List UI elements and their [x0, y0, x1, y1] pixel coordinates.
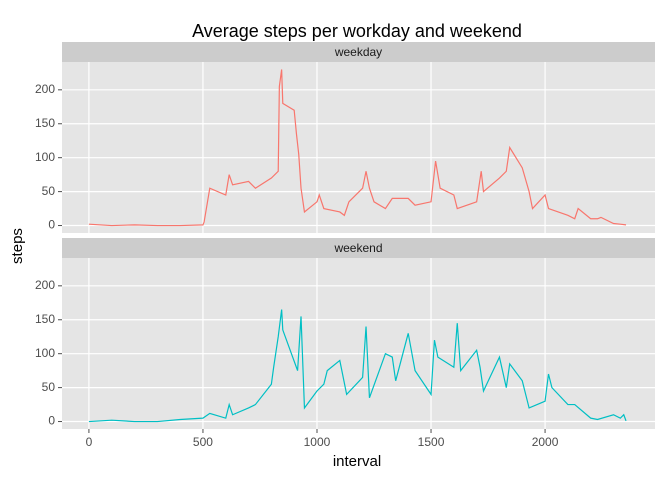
y-tick-label: 0	[48, 218, 55, 232]
x-tick-label: 0	[86, 435, 93, 449]
strip	[62, 42, 655, 62]
line	[88, 69, 627, 227]
y-tick-label: 0	[48, 414, 55, 428]
x-tick-label: 2000	[532, 435, 559, 449]
y-tick-label: 50	[42, 380, 56, 394]
x-tick-label: 1000	[304, 435, 331, 449]
y-tick-label: 200	[35, 82, 55, 96]
panel	[62, 62, 655, 233]
y-tick-label: 150	[35, 312, 55, 326]
y-tick-label: 100	[35, 150, 55, 164]
x-axis-label: interval	[333, 453, 381, 470]
x-tick-label: 500	[193, 435, 213, 449]
panel	[62, 258, 655, 429]
y-tick-label: 150	[35, 116, 55, 130]
y-tick-label: 100	[35, 346, 55, 360]
y-tick-label: 200	[35, 278, 55, 292]
strip-label: weekend	[333, 241, 382, 255]
line	[88, 309, 627, 423]
y-axis-label: steps	[9, 228, 26, 264]
chart-title: Average steps per workday and weekend	[192, 21, 522, 41]
strip-label: weekday	[334, 45, 382, 59]
y-tick-label: 50	[42, 184, 56, 198]
x-tick-label: 1500	[418, 435, 445, 449]
strip	[62, 238, 655, 258]
